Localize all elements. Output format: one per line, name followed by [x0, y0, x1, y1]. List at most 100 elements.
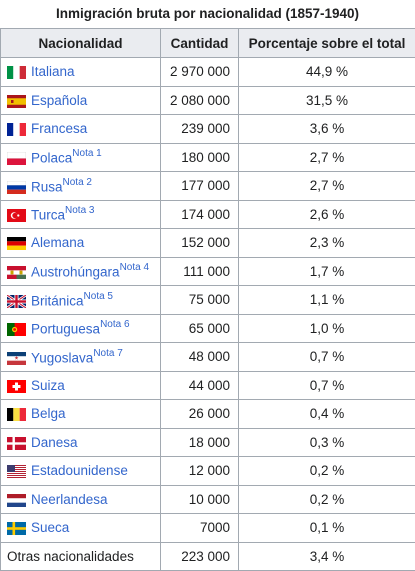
note-reference-link[interactable]: Nota 5 [84, 291, 113, 302]
nationality-link[interactable]: Alemana [31, 235, 84, 250]
quantity-cell: 152 000 [161, 229, 239, 258]
nationality-cell: TurcaNota 3 [1, 200, 161, 229]
nationality-link[interactable]: Neerlandesa [31, 492, 108, 507]
nationality-link[interactable]: Yugoslava [31, 350, 93, 365]
spain-flag-icon [7, 95, 26, 108]
quantity-cell: 44 000 [161, 371, 239, 400]
nationality-link[interactable]: Turca [31, 208, 65, 223]
other-qty: 223 000 [161, 542, 239, 571]
sweden-flag-icon [7, 522, 26, 535]
belgium-flag-icon [7, 408, 26, 421]
nationality-link[interactable]: Polaca [31, 151, 72, 166]
nationality-link[interactable]: Austrohúngara [31, 265, 120, 280]
nationality-cell: RusaNota 2 [1, 172, 161, 201]
table-caption: Inmigración bruta por nacionalidad (1857… [0, 0, 415, 28]
nationality-cell: BritánicaNota 5 [1, 286, 161, 315]
note-reference-link[interactable]: Nota 7 [93, 348, 122, 359]
quantity-cell: 10 000 [161, 485, 239, 514]
nationality-cell: Neerlandesa [1, 485, 161, 514]
percentage-cell: 2,6 % [239, 200, 415, 229]
nationality-link[interactable]: Española [31, 93, 87, 108]
note-reference-link[interactable]: Nota 1 [72, 148, 101, 159]
note-reference-link[interactable]: Nota 4 [120, 262, 149, 273]
quantity-cell: 48 000 [161, 343, 239, 372]
percentage-cell: 1,1 % [239, 286, 415, 315]
yugoslavia-flag-icon [7, 352, 26, 365]
quantity-cell: 75 000 [161, 286, 239, 315]
header-cantidad: Cantidad [161, 29, 239, 58]
austria-hungary-flag-icon [7, 266, 26, 279]
nationality-link[interactable]: Británica [31, 293, 84, 308]
nationality-cell: Danesa [1, 428, 161, 457]
quantity-cell: 65 000 [161, 314, 239, 343]
header-porcentaje: Porcentaje sobre el total [239, 29, 415, 58]
switzerland-flag-icon [7, 380, 26, 393]
header-nacionalidad: Nacionalidad [1, 29, 161, 58]
quantity-cell: 111 000 [161, 257, 239, 286]
turkey-flag-icon [7, 209, 26, 222]
note-reference-link[interactable]: Nota 3 [65, 205, 94, 216]
percentage-cell: 0,2 % [239, 485, 415, 514]
france-flag-icon [7, 123, 26, 136]
nationality-cell: Sueca [1, 514, 161, 543]
nationality-link[interactable]: Sueca [31, 520, 69, 535]
nationality-cell: Francesa [1, 115, 161, 144]
usa-flag-icon [7, 465, 26, 478]
percentage-cell: 0,7 % [239, 343, 415, 372]
percentage-cell: 0,2 % [239, 457, 415, 486]
table-row-other: Otras nacionalidades 223 000 3,4 % [1, 542, 415, 571]
quantity-cell: 177 000 [161, 172, 239, 201]
nationality-link[interactable]: Italiana [31, 64, 75, 79]
nationality-cell: PolacaNota 1 [1, 143, 161, 172]
nationality-link[interactable]: Suiza [31, 378, 65, 393]
nationality-cell: AustrohúngaraNota 4 [1, 257, 161, 286]
nationality-cell: YugoslavaNota 7 [1, 343, 161, 372]
poland-flag-icon [7, 152, 26, 165]
nationality-link[interactable]: Danesa [31, 435, 78, 450]
note-reference-link[interactable]: Nota 2 [63, 177, 92, 188]
note-reference-link[interactable]: Nota 6 [100, 319, 129, 330]
nationality-cell: PortuguesaNota 6 [1, 314, 161, 343]
percentage-cell: 0,1 % [239, 514, 415, 543]
quantity-cell: 12 000 [161, 457, 239, 486]
nationality-link[interactable]: Belga [31, 406, 66, 421]
percentage-cell: 1,0 % [239, 314, 415, 343]
denmark-flag-icon [7, 437, 26, 450]
germany-flag-icon [7, 237, 26, 250]
quantity-cell: 239 000 [161, 115, 239, 144]
portugal-flag-icon [7, 323, 26, 336]
immigration-table: Nacionalidad Cantidad Porcentaje sobre e… [0, 28, 415, 571]
nationality-link[interactable]: Estadounidense [31, 463, 128, 478]
percentage-cell: 44,9 % [239, 58, 415, 87]
quantity-cell: 180 000 [161, 143, 239, 172]
other-pct: 3,4 % [239, 542, 415, 571]
nationality-link[interactable]: Portuguesa [31, 322, 100, 337]
quantity-cell: 174 000 [161, 200, 239, 229]
netherlands-flag-icon [7, 494, 26, 507]
quantity-cell: 18 000 [161, 428, 239, 457]
quantity-cell: 26 000 [161, 400, 239, 429]
nationality-link[interactable]: Francesa [31, 121, 87, 136]
other-name: Otras nacionalidades [1, 542, 161, 571]
italy-flag-icon [7, 66, 26, 79]
nationality-cell: Española [1, 86, 161, 115]
nationality-link[interactable]: Rusa [31, 179, 63, 194]
nationality-cell: Belga [1, 400, 161, 429]
russia-flag-icon [7, 181, 26, 194]
nationality-cell: Alemana [1, 229, 161, 258]
nationality-cell: Suiza [1, 371, 161, 400]
percentage-cell: 0,3 % [239, 428, 415, 457]
